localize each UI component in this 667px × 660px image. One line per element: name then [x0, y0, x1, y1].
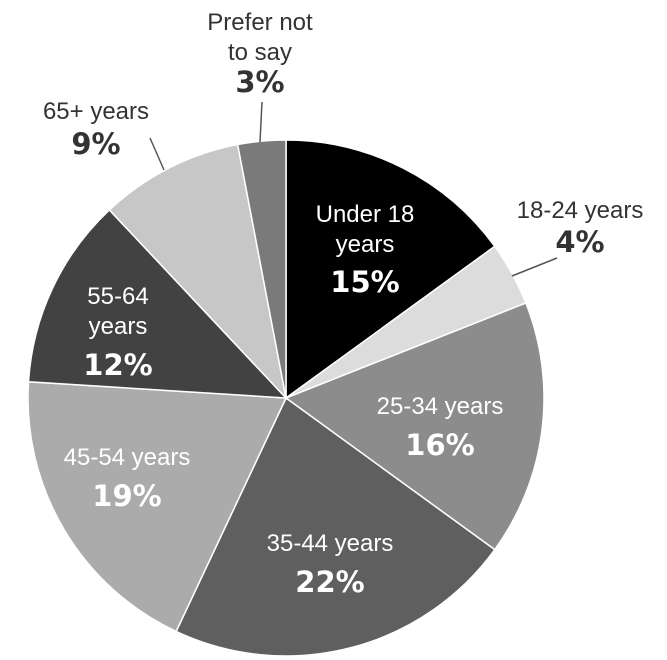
- slice-label: Prefer not: [207, 9, 313, 36]
- slice-percent-label: 4%: [555, 225, 604, 259]
- slice-label: 45-54 years: [64, 444, 191, 471]
- slice-label: years: [89, 313, 148, 340]
- slice-label: 25-34 years: [377, 393, 504, 420]
- pie-slice: [236, 139, 287, 399]
- slice-percent-label: 16%: [405, 428, 474, 462]
- pie-slice: [108, 143, 288, 401]
- slice-percent-label: 12%: [83, 348, 152, 382]
- slice-percent-label: 19%: [92, 479, 161, 513]
- slice-label: years: [336, 231, 395, 258]
- slice-label: Under 18: [316, 201, 415, 228]
- leader-line: [259, 101, 263, 143]
- pie-slice: [27, 381, 288, 633]
- slice-percent-label: 15%: [330, 265, 399, 299]
- slice-percent-label: 9%: [71, 127, 120, 161]
- pie-slice: [27, 208, 288, 399]
- slice-label: to say: [228, 39, 292, 66]
- leader-line: [511, 257, 558, 277]
- slice-label: 65+ years: [43, 98, 149, 125]
- slice-percent-label: 22%: [295, 565, 364, 599]
- pie-slices: [27, 139, 545, 657]
- slice-label: 55-64: [87, 283, 148, 310]
- slice-label: 35-44 years: [267, 530, 394, 557]
- leader-lines: [149, 101, 558, 277]
- slice-label: 18-24 years: [517, 197, 644, 224]
- pie-slice: [284, 302, 545, 551]
- pie-slice: [285, 139, 496, 400]
- slice-percent-label: 3%: [235, 65, 284, 99]
- leader-line: [149, 137, 165, 171]
